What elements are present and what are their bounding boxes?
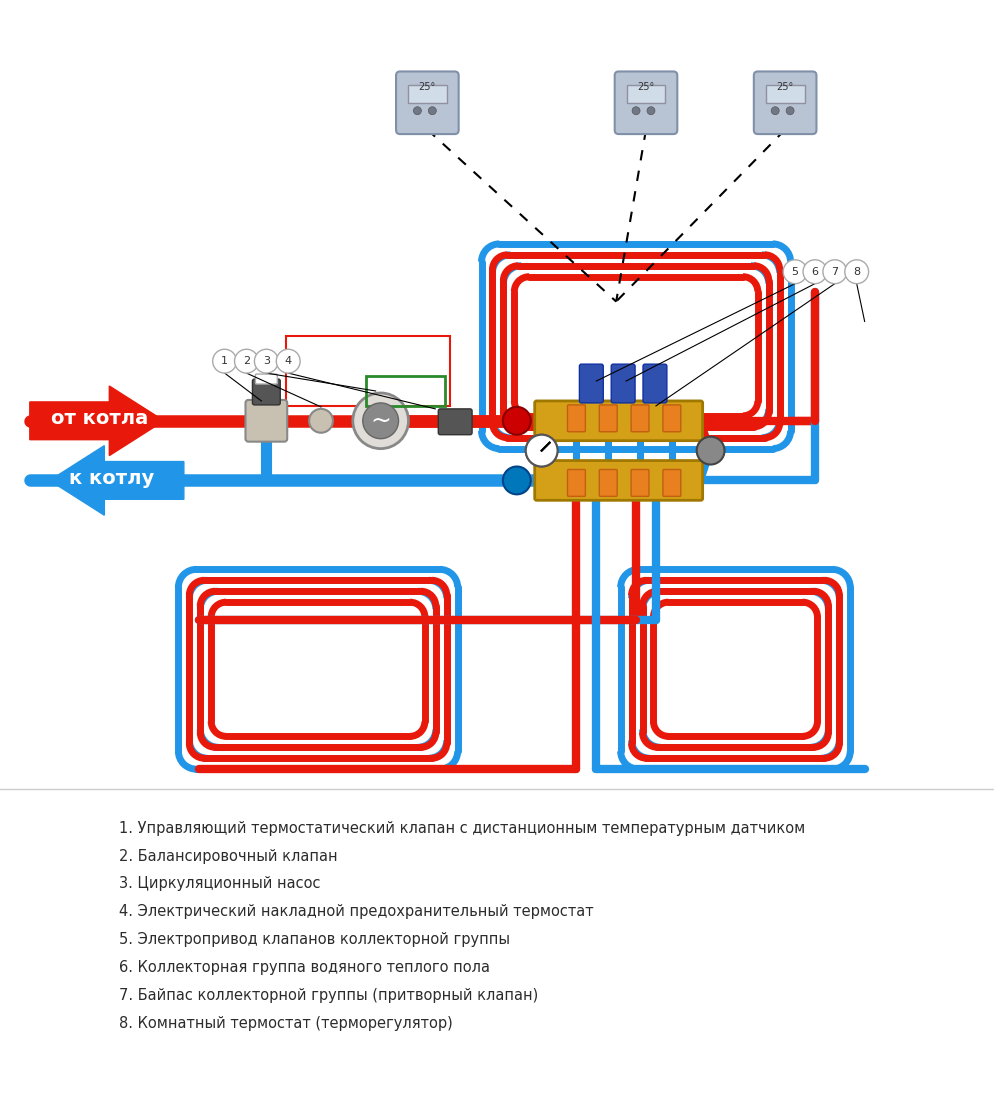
Text: 25°: 25° bbox=[637, 82, 655, 92]
FancyBboxPatch shape bbox=[631, 470, 649, 496]
Circle shape bbox=[697, 437, 725, 464]
FancyArrow shape bbox=[50, 446, 184, 515]
FancyBboxPatch shape bbox=[631, 405, 649, 431]
Text: 3. Циркуляционный насос: 3. Циркуляционный насос bbox=[119, 877, 321, 891]
Circle shape bbox=[632, 107, 640, 114]
Text: 25°: 25° bbox=[777, 82, 794, 92]
Text: 7: 7 bbox=[831, 266, 838, 277]
Circle shape bbox=[413, 107, 421, 114]
Circle shape bbox=[309, 409, 333, 432]
Circle shape bbox=[771, 107, 779, 114]
FancyBboxPatch shape bbox=[535, 400, 703, 441]
Text: 4: 4 bbox=[285, 356, 292, 366]
Circle shape bbox=[254, 349, 278, 373]
Text: 2. Балансировочный клапан: 2. Балансировочный клапан bbox=[119, 848, 338, 864]
FancyBboxPatch shape bbox=[438, 409, 472, 434]
Circle shape bbox=[526, 434, 558, 466]
FancyBboxPatch shape bbox=[252, 379, 280, 405]
Text: 1: 1 bbox=[221, 356, 228, 366]
Text: 3: 3 bbox=[263, 356, 270, 366]
FancyBboxPatch shape bbox=[627, 86, 665, 102]
FancyBboxPatch shape bbox=[615, 72, 677, 134]
Text: 4. Электрический накладной предохранительный термостат: 4. Электрический накладной предохранител… bbox=[119, 904, 594, 920]
Text: к котлу: к котлу bbox=[69, 469, 154, 488]
Text: от котла: от котла bbox=[51, 409, 148, 428]
FancyBboxPatch shape bbox=[255, 374, 277, 384]
Circle shape bbox=[647, 107, 655, 114]
Circle shape bbox=[235, 349, 258, 373]
Text: 7. Байпас коллекторной группы (притворный клапан): 7. Байпас коллекторной группы (притворны… bbox=[119, 988, 539, 1003]
Circle shape bbox=[363, 403, 399, 439]
Circle shape bbox=[428, 107, 436, 114]
FancyBboxPatch shape bbox=[766, 86, 805, 102]
FancyBboxPatch shape bbox=[245, 400, 287, 442]
FancyBboxPatch shape bbox=[567, 470, 585, 496]
FancyBboxPatch shape bbox=[408, 86, 447, 102]
Circle shape bbox=[845, 260, 869, 284]
Circle shape bbox=[803, 260, 827, 284]
FancyBboxPatch shape bbox=[599, 405, 617, 431]
FancyBboxPatch shape bbox=[579, 364, 603, 403]
Circle shape bbox=[823, 260, 847, 284]
Circle shape bbox=[353, 393, 408, 449]
Circle shape bbox=[503, 466, 531, 494]
Text: 6. Коллекторная группа водяного теплого пола: 6. Коллекторная группа водяного теплого … bbox=[119, 960, 490, 975]
Circle shape bbox=[276, 349, 300, 373]
Text: 5: 5 bbox=[792, 266, 799, 277]
FancyBboxPatch shape bbox=[611, 364, 635, 403]
FancyArrow shape bbox=[30, 386, 164, 455]
Circle shape bbox=[213, 349, 237, 373]
Text: ~: ~ bbox=[370, 409, 391, 432]
FancyBboxPatch shape bbox=[754, 72, 816, 134]
FancyBboxPatch shape bbox=[396, 72, 459, 134]
FancyBboxPatch shape bbox=[535, 461, 703, 500]
FancyBboxPatch shape bbox=[567, 405, 585, 431]
Text: 2: 2 bbox=[243, 356, 250, 366]
Text: 1. Управляющий термостатический клапан с дистанционным температурным датчиком: 1. Управляющий термостатический клапан с… bbox=[119, 821, 806, 836]
Circle shape bbox=[786, 107, 794, 114]
Circle shape bbox=[526, 434, 558, 466]
Circle shape bbox=[503, 407, 531, 434]
Text: 5. Электропривод клапанов коллекторной группы: 5. Электропривод клапанов коллекторной г… bbox=[119, 932, 510, 947]
FancyBboxPatch shape bbox=[663, 405, 681, 431]
FancyBboxPatch shape bbox=[599, 470, 617, 496]
FancyBboxPatch shape bbox=[643, 364, 667, 403]
Text: 6: 6 bbox=[811, 266, 818, 277]
FancyBboxPatch shape bbox=[663, 470, 681, 496]
Text: 8: 8 bbox=[853, 266, 860, 277]
Text: 8. Комнатный термостат (терморегулятор): 8. Комнатный термостат (терморегулятор) bbox=[119, 1015, 453, 1031]
Text: 25°: 25° bbox=[419, 82, 436, 92]
Circle shape bbox=[783, 260, 807, 284]
